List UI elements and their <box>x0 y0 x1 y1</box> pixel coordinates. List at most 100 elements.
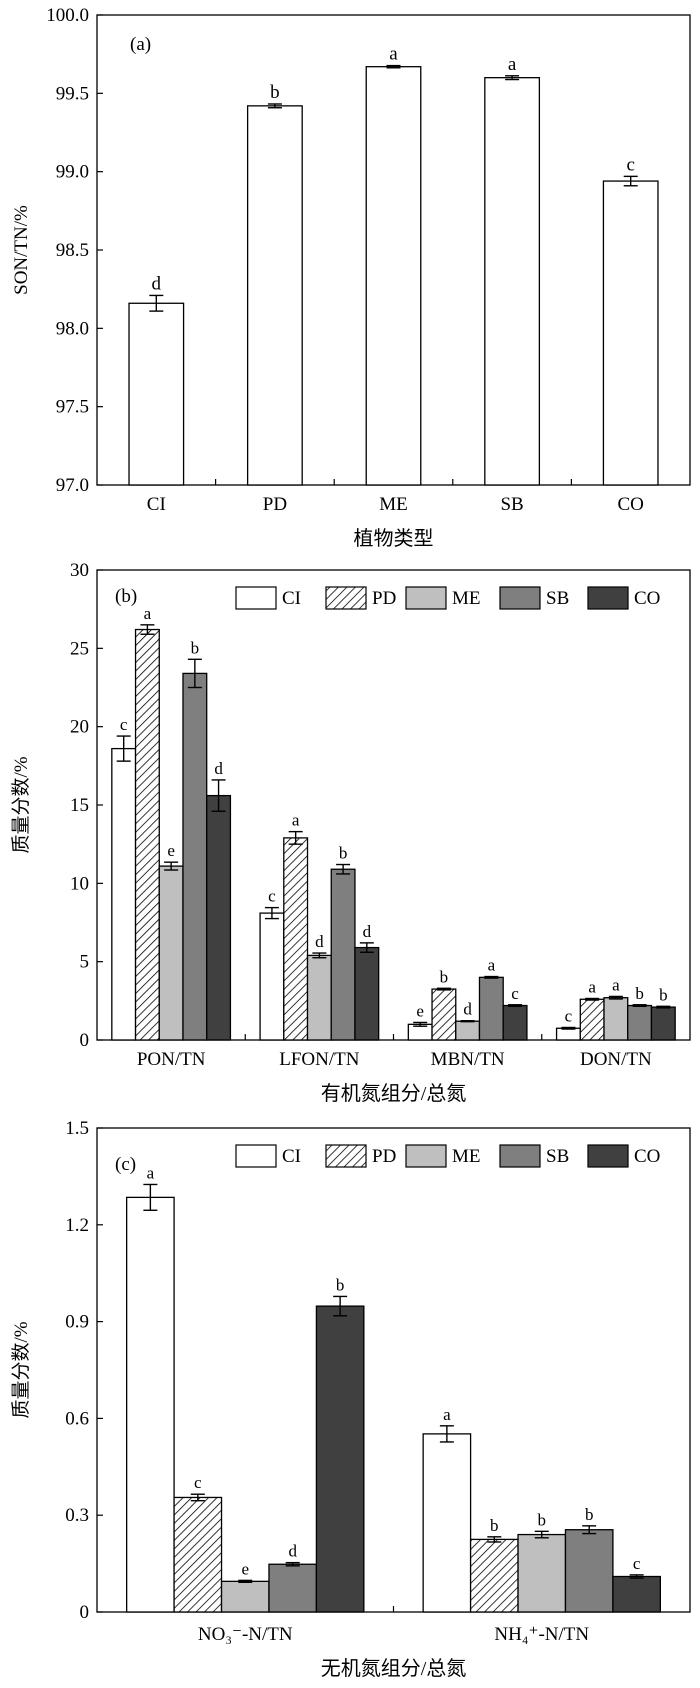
significance-letter: b <box>490 1516 499 1535</box>
bar-SB <box>627 1004 653 1041</box>
bar-PD <box>246 105 303 486</box>
x-category-label: LFON/TN <box>279 1049 360 1070</box>
x-category-label: SB <box>500 494 523 515</box>
y-tick-label: 97.0 <box>56 475 89 496</box>
significance-letter: d <box>214 759 223 778</box>
x-axis-label: 有机氮组分/总氮 <box>321 1082 467 1105</box>
legend-swatch-ME <box>405 1144 447 1168</box>
y-tick-label: 10 <box>70 873 89 894</box>
panel-label: (c) <box>115 1154 136 1175</box>
legend-swatch-CI <box>235 586 277 610</box>
legend-label-CO: CO <box>634 588 660 609</box>
significance-letter: b <box>191 638 200 657</box>
significance-letter: a <box>612 975 620 994</box>
y-tick-label: 97.5 <box>56 397 89 418</box>
y-tick-label: 98.5 <box>56 240 89 261</box>
significance-letter: d <box>463 1000 472 1019</box>
bar-CI <box>126 1196 175 1613</box>
bar-CI <box>422 1433 472 1613</box>
significance-letter: c <box>511 984 519 1003</box>
y-tick-label: 0 <box>80 1602 90 1623</box>
x-category-label: ME <box>379 494 408 515</box>
legend-label-CI: CI <box>282 588 301 609</box>
y-tick-label: 0 <box>80 1030 90 1051</box>
significance-letter: a <box>488 956 496 975</box>
y-axis-label: 质量分数/% <box>10 756 32 853</box>
significance-letter: b <box>270 82 280 103</box>
legend-swatch-SB <box>499 586 541 610</box>
legend-swatch-CI <box>235 1144 277 1168</box>
significance-letter: b <box>585 1505 594 1524</box>
significance-letter: c <box>120 715 128 734</box>
legend-label-PD: PD <box>372 1146 396 1167</box>
significance-letter: a <box>508 54 517 75</box>
bar-CO <box>315 1305 365 1613</box>
significance-letter: e <box>167 841 175 860</box>
x-axis-label: 无机氮组分/总氮 <box>321 1657 467 1680</box>
legend-label-PD: PD <box>372 588 396 609</box>
legend-label-SB: SB <box>546 1146 569 1167</box>
panel-label: (a) <box>130 34 151 55</box>
panel-label: (b) <box>115 586 137 607</box>
y-tick-label: 25 <box>70 638 89 659</box>
y-tick-label: 20 <box>70 717 89 738</box>
significance-letter: c <box>565 1006 573 1025</box>
significance-letter: b <box>635 984 644 1003</box>
significance-letter: d <box>315 932 324 951</box>
legend-swatch-ME <box>405 586 447 610</box>
y-tick-label: 100.0 <box>46 5 89 26</box>
legend-swatch-SB <box>499 1144 541 1168</box>
x-category-label: CI <box>147 494 166 515</box>
y-axis-label: 质量分数/% <box>10 1321 32 1418</box>
legend-label-ME: ME <box>452 588 481 609</box>
significance-letter: a <box>292 811 300 830</box>
y-tick-label: 0.9 <box>65 1312 89 1333</box>
chart-panel-3: 0 0.3 0.6 0.9 1.2 1.5 质量分数/% 无机氮组分/总氮 (c) NO₃⁻-N/… <box>10 1118 691 1680</box>
significance-letter: a <box>144 604 152 623</box>
bar-ME <box>220 1580 270 1613</box>
bar-ME <box>306 954 332 1041</box>
x-category-label: PD <box>263 494 287 515</box>
x-category-label: NH₄⁺-N/TN <box>494 1624 589 1645</box>
legend: CI PD ME SB CO <box>235 1144 660 1168</box>
y-tick-label: 99.5 <box>56 83 89 104</box>
legend-label-SB: SB <box>546 588 569 609</box>
significance-letter: c <box>268 887 276 906</box>
bar-PD <box>134 628 160 1041</box>
significance-letter: e <box>241 1559 249 1578</box>
significance-letter: b <box>538 1510 547 1529</box>
significance-letter: a <box>147 1163 155 1182</box>
y-tick-label: 5 <box>80 952 90 973</box>
legend-swatch-CO <box>587 1144 629 1168</box>
legend-label-CO: CO <box>634 1146 660 1167</box>
bar-PD <box>431 988 457 1041</box>
y-tick-label: 1.2 <box>65 1215 89 1236</box>
y-tick-label: 0.3 <box>65 1505 89 1526</box>
x-category-label: MBN/TN <box>431 1049 505 1070</box>
y-axis-label: SON/TN/% <box>11 205 32 295</box>
bar-SB <box>564 1529 614 1613</box>
bar-CI <box>128 302 185 486</box>
y-tick-label: 15 <box>70 795 89 816</box>
y-tick-label: 99.0 <box>56 162 89 183</box>
bar-CO <box>650 1006 676 1041</box>
significance-letter: d <box>363 922 372 941</box>
bar-SB <box>478 976 504 1041</box>
bar-CI <box>555 1027 581 1041</box>
bar-SB <box>268 1563 318 1613</box>
bar-ME <box>158 865 184 1041</box>
bar-ME <box>455 1020 481 1041</box>
x-category-label: PON/TN <box>137 1049 206 1070</box>
y-tick-label: 0.6 <box>65 1408 89 1429</box>
legend-swatch-PD <box>325 586 367 610</box>
bar-SB <box>484 77 541 486</box>
significance-letter: b <box>336 1275 345 1294</box>
chart-panel-2: 0 5 10 15 20 25 30 质量分数/% 有机氮组分/总氮 (b) PON/TN LFON/… <box>10 560 691 1105</box>
legend-swatch-PD <box>325 1144 367 1168</box>
bar-ME <box>517 1533 567 1613</box>
significance-letter: c <box>633 1554 641 1573</box>
y-tick-label: 30 <box>70 560 89 581</box>
significance-letter: b <box>339 844 348 863</box>
bar-CO <box>206 794 232 1041</box>
